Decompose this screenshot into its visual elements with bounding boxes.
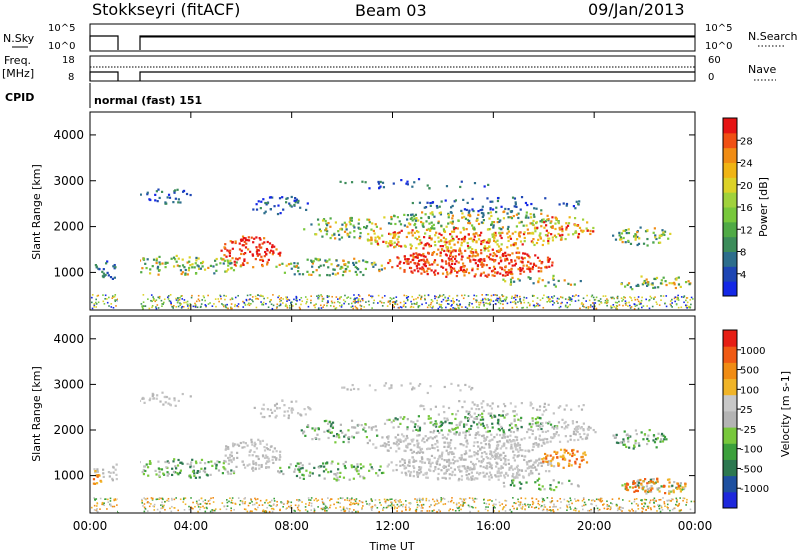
power-cbar-tick-label: 28	[740, 136, 753, 147]
power-cbar-color-step	[723, 207, 737, 223]
velocity-cbar-tick-label: 1000	[740, 346, 765, 357]
power-data-layer	[91, 113, 694, 310]
noise-right-label: N.Search	[748, 30, 798, 43]
noise-panel: N.Sky 10^5 10^0 10^5 10^0 N.Search	[3, 23, 798, 52]
velocity-ytick-label: 1000	[53, 469, 84, 483]
velocity-cbar-tick-label: -25	[740, 425, 756, 436]
velocity-cbar-color-step	[723, 346, 737, 363]
velocity-panel: 1000 2000 3000 4000 Slant Range [km] 1000 50…	[30, 315, 792, 514]
noise-left-tick-top: 10^5	[48, 23, 75, 34]
power-cbar-color-step	[723, 147, 737, 163]
freq-solid-line	[89, 71, 695, 81]
power-cbar-color-step	[723, 118, 737, 134]
power-cbar-tick-label: 20	[740, 181, 753, 192]
power-cbar-color-step	[723, 192, 737, 208]
velocity-cbar-color-step	[723, 330, 737, 347]
power-cbar-color-step	[723, 251, 737, 267]
power-ytick-label: 4000	[53, 128, 84, 142]
x-axis: 00:00 04:00 08:00 12:00 16:00 20:00 00:00	[73, 112, 713, 533]
velocity-colorbar: 1000 500 100 25 -25 -100 -500 -1000	[722, 329, 769, 509]
velocity-cbar-color-step	[723, 443, 737, 460]
velocity-cbar-tick-label: -1000	[740, 484, 769, 495]
power-ylabel: Slant Range [km]	[30, 164, 43, 260]
power-cbar-tick-label: 12	[740, 225, 753, 236]
power-cbar-color-step	[723, 162, 737, 178]
power-ytick-label: 1000	[53, 265, 84, 279]
freq-left-tick-top: 18	[62, 55, 75, 66]
freq-right-label: Nave	[748, 63, 776, 76]
power-cbar-color-step	[723, 221, 737, 238]
date-title: 09/Jan/2013	[588, 0, 685, 19]
velocity-cbar-color-step	[723, 362, 737, 380]
power-cbar-color-step	[723, 177, 737, 193]
velocity-y-axis: 1000 2000 3000 4000	[53, 332, 695, 483]
power-ytick-label: 3000	[53, 174, 84, 188]
freq-left-tick-bottom: 8	[68, 72, 74, 83]
freq-panel-frame	[89, 55, 696, 82]
velocity-cbar-tick-label: -100	[740, 445, 763, 456]
power-cbar-color-step	[723, 266, 737, 282]
noise-left-label: N.Sky	[3, 32, 35, 45]
power-frame	[89, 111, 696, 311]
power-panel: 1000 2000 3000 4000 Slant Range [km] 28 24 20…	[30, 111, 770, 311]
noise-left-tick-bottom: 10^0	[48, 41, 75, 52]
power-cbar-color-step	[723, 236, 737, 252]
velocity-cbar-color-step	[723, 378, 737, 396]
power-cbar-color-step	[723, 281, 737, 297]
power-cbar-color-step	[723, 132, 737, 149]
cpid-label: CPID	[5, 91, 34, 104]
velocity-cbar-color-step	[723, 394, 737, 412]
noise-sky-line	[89, 35, 695, 50]
velocity-cbar-tick-label: 25	[740, 405, 753, 416]
freq-right-tick-bottom: 0	[708, 72, 714, 83]
station-title: Stokkseyri (fitACF)	[92, 0, 240, 19]
velocity-cbar-color-step	[723, 459, 737, 477]
velocity-ytick-label: 3000	[53, 377, 84, 391]
x-tick-label: 00:00	[73, 519, 108, 533]
velocity-cbar-tick-label: 500	[740, 366, 759, 377]
power-cbar-tick-label: 16	[740, 203, 753, 214]
x-axis-label: Time UT	[368, 540, 414, 553]
velocity-frame	[89, 315, 696, 514]
x-tick-label: 12:00	[375, 519, 410, 533]
beam-title: Beam 03	[355, 1, 427, 20]
x-tick-label: 20:00	[577, 519, 612, 533]
velocity-cbar-tick-label: 100	[740, 385, 759, 396]
noise-right-tick-bottom: 10^0	[705, 41, 732, 52]
freq-left-label-1: Freq.	[4, 54, 31, 67]
velocity-cbar-color-step	[723, 475, 737, 493]
power-cbar-label: Power [dB]	[757, 177, 770, 237]
x-tick-label: 00:00	[678, 519, 713, 533]
velocity-ytick-label: 2000	[53, 423, 84, 437]
power-y-axis: 1000 2000 3000 4000	[53, 128, 695, 279]
velocity-cbar-color-step	[723, 491, 737, 509]
velocity-cbar-color-step	[723, 410, 737, 428]
noise-right-tick-top: 10^5	[705, 23, 732, 34]
freq-right-tick-top: 60	[708, 55, 721, 66]
velocity-cbar-frame	[722, 329, 738, 509]
velocity-data-layer	[91, 317, 695, 513]
x-tick-label: 08:00	[274, 519, 309, 533]
freq-panel: Freq. [MHz] 18 8 60 0 Nave	[2, 54, 776, 83]
power-cbar-tick-label: 24	[740, 159, 753, 170]
x-tick-label: 04:00	[174, 519, 209, 533]
power-cbar-tick-label: 8	[740, 248, 746, 259]
velocity-ylabel: Slant Range [km]	[30, 366, 43, 462]
power-colorbar: 28 24 20 16 12 8 4	[722, 117, 753, 297]
cpid-value: normal (fast) 151	[94, 94, 202, 107]
x-tick-label: 16:00	[476, 519, 511, 533]
power-ytick-label: 2000	[53, 220, 84, 234]
velocity-cbar-label: Velocity [m s-1]	[779, 371, 792, 457]
power-cbar-tick-label: 4	[740, 270, 746, 281]
velocity-cbar-tick-label: -500	[740, 464, 763, 475]
velocity-ytick-label: 4000	[53, 332, 84, 346]
velocity-cbar-color-step	[723, 427, 737, 444]
freq-left-label-2: [MHz]	[2, 67, 34, 80]
